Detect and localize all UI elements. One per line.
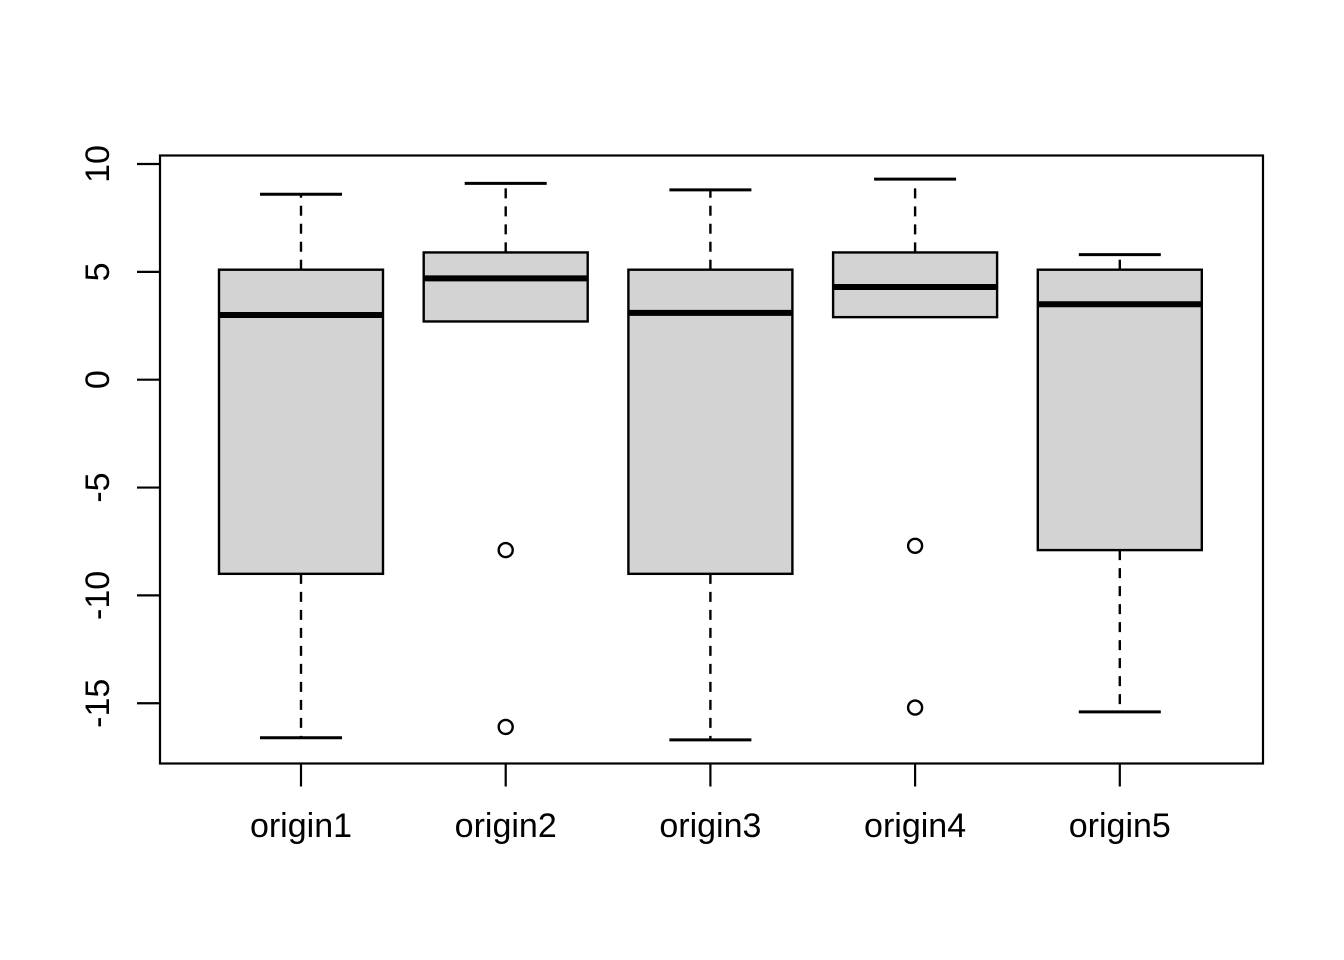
iqr-box: [217, 268, 385, 576]
y-tick-label--10: -10: [79, 571, 117, 620]
y-tick-label-5: 5: [79, 262, 117, 281]
x-tick-label-origin5: origin5: [1069, 807, 1171, 845]
outlier-point: [906, 699, 924, 716]
outlier-point: [497, 541, 514, 559]
box-group-origin3: [627, 188, 794, 742]
iqr-box: [627, 268, 794, 576]
x-tick-label-origin1: origin1: [250, 807, 352, 845]
outlier-point: [906, 537, 924, 554]
y-tick-label-10: 10: [79, 145, 117, 183]
y-tick-label--15: -15: [79, 679, 117, 728]
x-tick-label-origin3: origin3: [659, 807, 761, 845]
x-tick-label-origin2: origin2: [455, 807, 557, 845]
outlier-point: [497, 718, 514, 736]
x-tick-label-origin4: origin4: [864, 807, 966, 845]
y-tick-label-0: 0: [79, 370, 117, 389]
box-group-origin1: [217, 192, 385, 740]
y-tick-label--5: -5: [79, 472, 117, 502]
iqr-box: [1036, 268, 1204, 552]
iqr-box: [422, 251, 589, 323]
box-group-origin4: [831, 177, 999, 716]
box-group-origin5: [1036, 253, 1204, 714]
box-group-origin2: [422, 181, 589, 736]
